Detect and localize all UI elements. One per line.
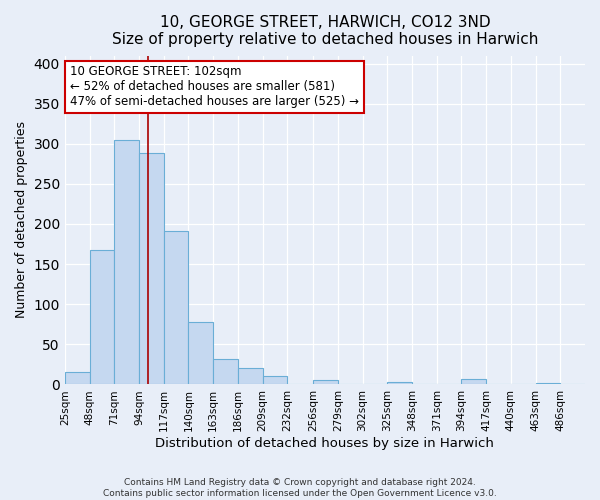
Bar — [65, 372, 89, 384]
Bar — [238, 368, 263, 384]
Bar — [188, 322, 213, 384]
Title: 10, GEORGE STREET, HARWICH, CO12 3ND
Size of property relative to detached house: 10, GEORGE STREET, HARWICH, CO12 3ND Siz… — [112, 15, 538, 48]
Bar — [461, 379, 486, 384]
Bar — [263, 376, 287, 384]
Bar — [164, 231, 188, 384]
Bar — [213, 359, 238, 384]
Text: Contains HM Land Registry data © Crown copyright and database right 2024.
Contai: Contains HM Land Registry data © Crown c… — [103, 478, 497, 498]
X-axis label: Distribution of detached houses by size in Harwich: Distribution of detached houses by size … — [155, 437, 494, 450]
Bar — [387, 382, 412, 384]
Bar — [114, 140, 139, 384]
Y-axis label: Number of detached properties: Number of detached properties — [15, 122, 28, 318]
Text: 10 GEORGE STREET: 102sqm
← 52% of detached houses are smaller (581)
47% of semi-: 10 GEORGE STREET: 102sqm ← 52% of detach… — [70, 66, 359, 108]
Bar — [89, 250, 114, 384]
Bar — [536, 383, 560, 384]
Bar — [313, 380, 338, 384]
Bar — [139, 154, 164, 384]
